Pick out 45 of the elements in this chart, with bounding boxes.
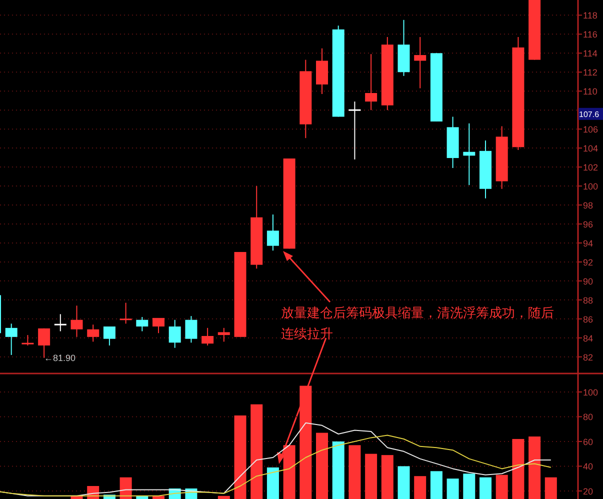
y-tick-label: 116 <box>583 30 598 40</box>
candlestick <box>54 314 68 332</box>
candlestick <box>266 214 279 252</box>
candlestick <box>348 101 362 160</box>
annotation: ←81.90 <box>44 352 76 363</box>
candlestick <box>185 316 198 344</box>
y-tick-label: 90 <box>583 276 594 286</box>
y-tick-label: 92 <box>583 257 594 268</box>
candlestick <box>365 54 378 111</box>
y-tick-label: 102 <box>583 162 598 173</box>
y-tick-label: 100 <box>583 387 598 398</box>
y-tick-label: 86 <box>583 314 594 324</box>
candlestick <box>414 36 426 89</box>
annotation: 放量建仓后筹码极具缩量，清洗浮筹成功，随后连续拉升 <box>281 305 554 341</box>
y-tick-label: 114 <box>583 48 598 59</box>
y-tick-label: 112 <box>583 68 598 78</box>
y-tick-label: 106 <box>583 124 598 135</box>
y-tick-label: 20 <box>583 486 594 496</box>
candlestick <box>70 305 83 338</box>
y-tick-label: 88 <box>583 295 594 306</box>
y-tick-label: 96 <box>583 219 594 230</box>
candlestick <box>168 319 181 348</box>
candlestick <box>119 302 133 324</box>
y-tick-label: 40 <box>583 462 594 472</box>
y-tick-label: 98 <box>583 200 594 211</box>
candlestick <box>316 48 328 94</box>
y-tick-label: 80 <box>583 412 594 422</box>
y-tick-label: 118 <box>583 10 598 21</box>
y-tick-label: 84 <box>583 333 594 344</box>
y-tick-label: 104 <box>583 144 598 154</box>
candlestick <box>152 317 164 334</box>
y-tick-label: 100 <box>583 182 598 192</box>
candlestick <box>20 334 34 346</box>
candlestick <box>5 323 18 356</box>
candlestick <box>463 122 476 186</box>
y-tick-label: 82 <box>583 352 594 362</box>
candlestick <box>218 327 230 342</box>
y-tick-label: 60 <box>583 436 594 447</box>
candlestick <box>87 324 100 342</box>
candlestick <box>202 327 214 346</box>
y-tick-label: 94 <box>583 238 594 248</box>
annotation: 107.6 <box>579 110 600 119</box>
candlestick <box>103 326 116 346</box>
y-tick-label: 110 <box>583 86 598 97</box>
candlestick <box>136 316 148 332</box>
